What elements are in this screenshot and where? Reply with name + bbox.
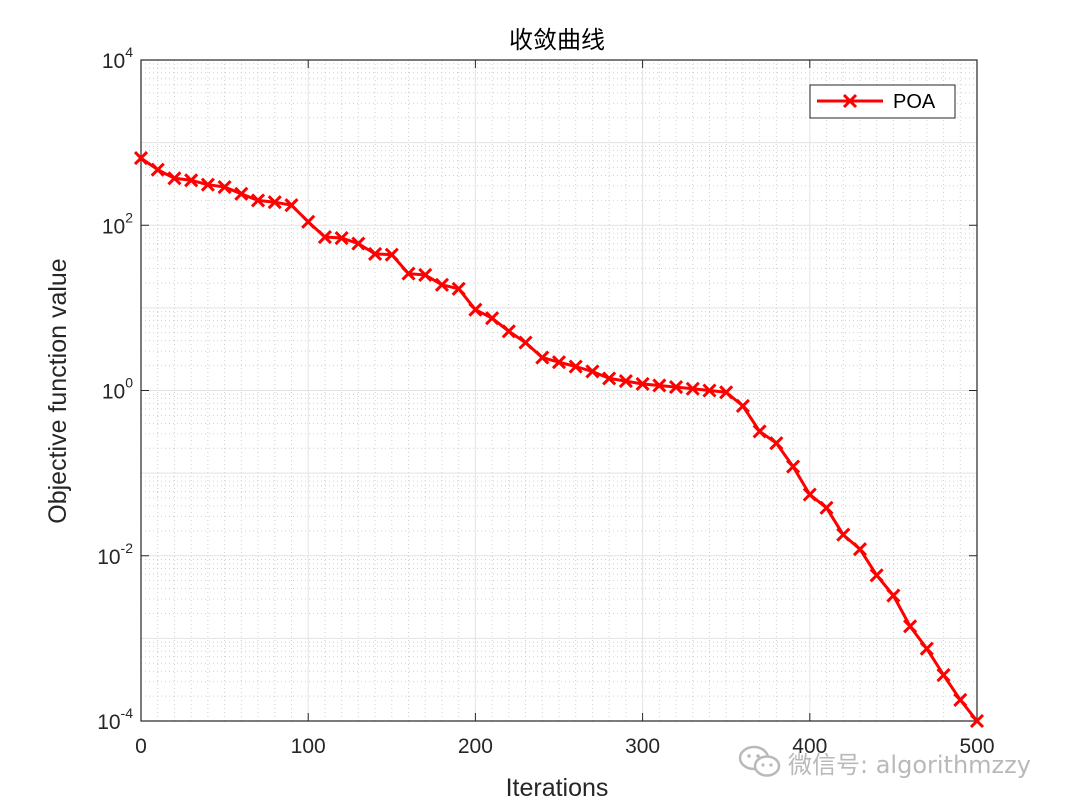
chart-title: 收敛曲线 xyxy=(509,26,605,54)
legend-marker xyxy=(842,93,858,109)
data-point-marker xyxy=(401,266,416,281)
y-tick-label: 104 xyxy=(102,44,133,73)
data-point-marker xyxy=(585,364,600,379)
data-point-marker xyxy=(334,230,349,246)
data-point-marker xyxy=(434,277,450,292)
data-point-marker xyxy=(535,350,550,365)
data-point-marker xyxy=(468,302,483,317)
data-point-marker xyxy=(384,247,399,262)
watermark: 微信号: algorithmzzy xyxy=(738,744,1031,780)
y-tick-label: 10-4 xyxy=(97,705,133,734)
x-tick-label: 500 xyxy=(959,735,994,758)
data-point-marker xyxy=(351,236,366,251)
data-point-marker xyxy=(267,195,282,210)
data-point-marker xyxy=(518,335,533,350)
data-point-marker xyxy=(652,378,667,393)
legend: POA xyxy=(809,84,956,119)
x-tick-label: 200 xyxy=(458,735,493,758)
data-point-marker xyxy=(752,424,767,439)
data-point-marker xyxy=(953,692,968,707)
data-point-marker xyxy=(167,171,182,186)
data-point-marker xyxy=(668,380,684,395)
data-point-marker xyxy=(184,173,199,188)
data-point-marker xyxy=(317,229,332,245)
data-point-marker xyxy=(869,568,884,583)
x-tick-label: 0 xyxy=(135,735,147,758)
data-point-marker xyxy=(719,385,734,400)
y-tick-label: 10-2 xyxy=(97,540,133,569)
data-point-marker xyxy=(200,177,215,192)
series-layer xyxy=(133,151,985,729)
data-point-marker xyxy=(919,641,934,656)
data-point-marker xyxy=(886,588,901,603)
watermark-text: 微信号: algorithmzzy xyxy=(788,750,1031,779)
grid xyxy=(141,60,977,721)
data-point-marker xyxy=(568,359,583,374)
data-point-marker xyxy=(485,311,500,326)
data-point-marker xyxy=(618,374,633,389)
data-point-marker xyxy=(735,398,750,414)
data-point-marker xyxy=(769,436,784,451)
data-point-marker xyxy=(150,162,165,177)
data-point-marker xyxy=(903,619,918,634)
x-tick-label: 400 xyxy=(792,735,827,758)
data-point-marker xyxy=(936,667,951,683)
data-point-marker xyxy=(301,214,316,229)
data-point-marker xyxy=(133,151,149,166)
y-axis-label: Objective function value xyxy=(44,258,72,523)
data-point-marker xyxy=(551,355,567,370)
wechat-icon xyxy=(738,745,781,777)
data-point-marker xyxy=(418,267,433,283)
data-point-marker xyxy=(685,381,700,396)
data-point-marker xyxy=(451,281,466,296)
data-point-marker xyxy=(836,527,851,542)
data-point-marker xyxy=(250,193,266,208)
data-point-marker xyxy=(368,246,383,261)
data-point-marker xyxy=(786,459,801,474)
data-point-marker xyxy=(969,713,985,729)
x-tick-label: 100 xyxy=(291,735,326,758)
ticks: 0 100 200 300 400 500 10-4 10-2 100 102 104 xyxy=(97,44,994,758)
legend-label: POA xyxy=(893,91,936,113)
data-point-marker xyxy=(852,542,868,557)
data-point-marker xyxy=(602,371,617,386)
data-point-marker xyxy=(819,500,834,515)
y-tick-label: 100 xyxy=(102,375,133,404)
data-point-marker xyxy=(501,324,516,339)
data-point-marker xyxy=(635,376,650,392)
data-point-marker xyxy=(702,383,717,398)
data-point-marker xyxy=(234,186,249,201)
x-tick-label: 300 xyxy=(625,735,660,758)
x-axis-label: Iterations xyxy=(506,774,609,802)
data-point-marker xyxy=(217,179,232,195)
y-tick-label: 102 xyxy=(102,209,133,238)
data-point-marker xyxy=(284,198,299,213)
data-point-marker xyxy=(802,487,817,502)
